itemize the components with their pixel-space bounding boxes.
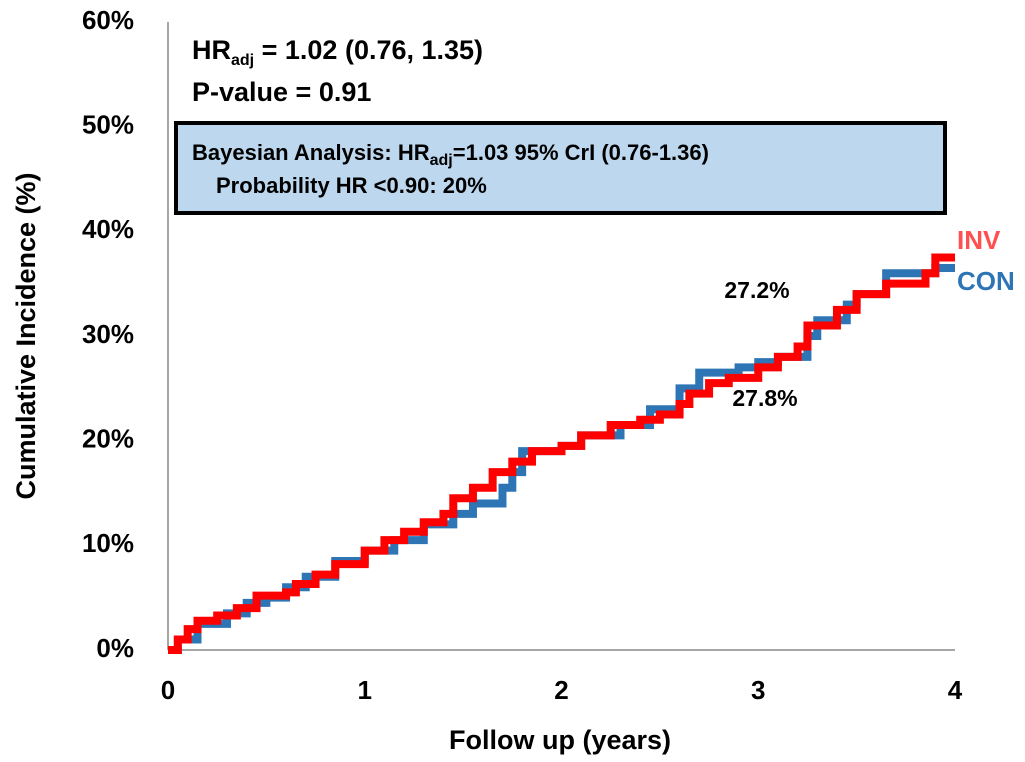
hr-main: HR <box>192 35 231 65</box>
probability: Probability HR <0.90: 20% <box>216 173 487 198</box>
hr-rest: = 1.02 (0.76, 1.35) <box>254 35 483 65</box>
p-value: P-value = 0.91 <box>192 77 371 107</box>
y-tick-label: 20% <box>82 424 134 454</box>
x-tick-label: 4 <box>948 675 963 705</box>
x-tick-label: 0 <box>161 675 175 705</box>
y-axis-title: Cumulative Incidence (%) <box>11 172 41 499</box>
bayes-annotation: Bayesian Analysis: HRadj=1.03 95% CrI (0… <box>192 140 709 169</box>
hr-sub: adj <box>231 52 254 69</box>
x-axis-title: Follow up (years) <box>449 725 671 755</box>
y-tick-label: 50% <box>82 110 134 140</box>
legend-label: CON <box>957 266 1015 296</box>
y-tick-label: 40% <box>82 214 134 244</box>
y-tick-label: 0% <box>96 633 134 663</box>
y-tick-label: 30% <box>82 319 134 349</box>
x-tick-label: 3 <box>751 675 765 705</box>
inv-annotation: 27.8% <box>732 385 797 411</box>
y-tick-label: 60% <box>82 5 134 35</box>
legend-label: INV <box>957 225 1001 255</box>
bayes-main: Bayesian Analysis: HR <box>192 140 430 165</box>
con-annotation: 27.2% <box>724 277 789 303</box>
x-tick-label: 2 <box>554 675 568 705</box>
y-tick-label: 10% <box>82 528 134 558</box>
annotation-box <box>174 121 947 215</box>
step-line <box>168 253 955 654</box>
hr-annotation: HRadj = 1.02 (0.76, 1.35) <box>192 35 483 69</box>
bayes-sub: adj <box>430 152 453 169</box>
x-tick-label: 1 <box>358 675 372 705</box>
bayes-rest: =1.03 95% CrI (0.76-1.36) <box>453 140 709 165</box>
